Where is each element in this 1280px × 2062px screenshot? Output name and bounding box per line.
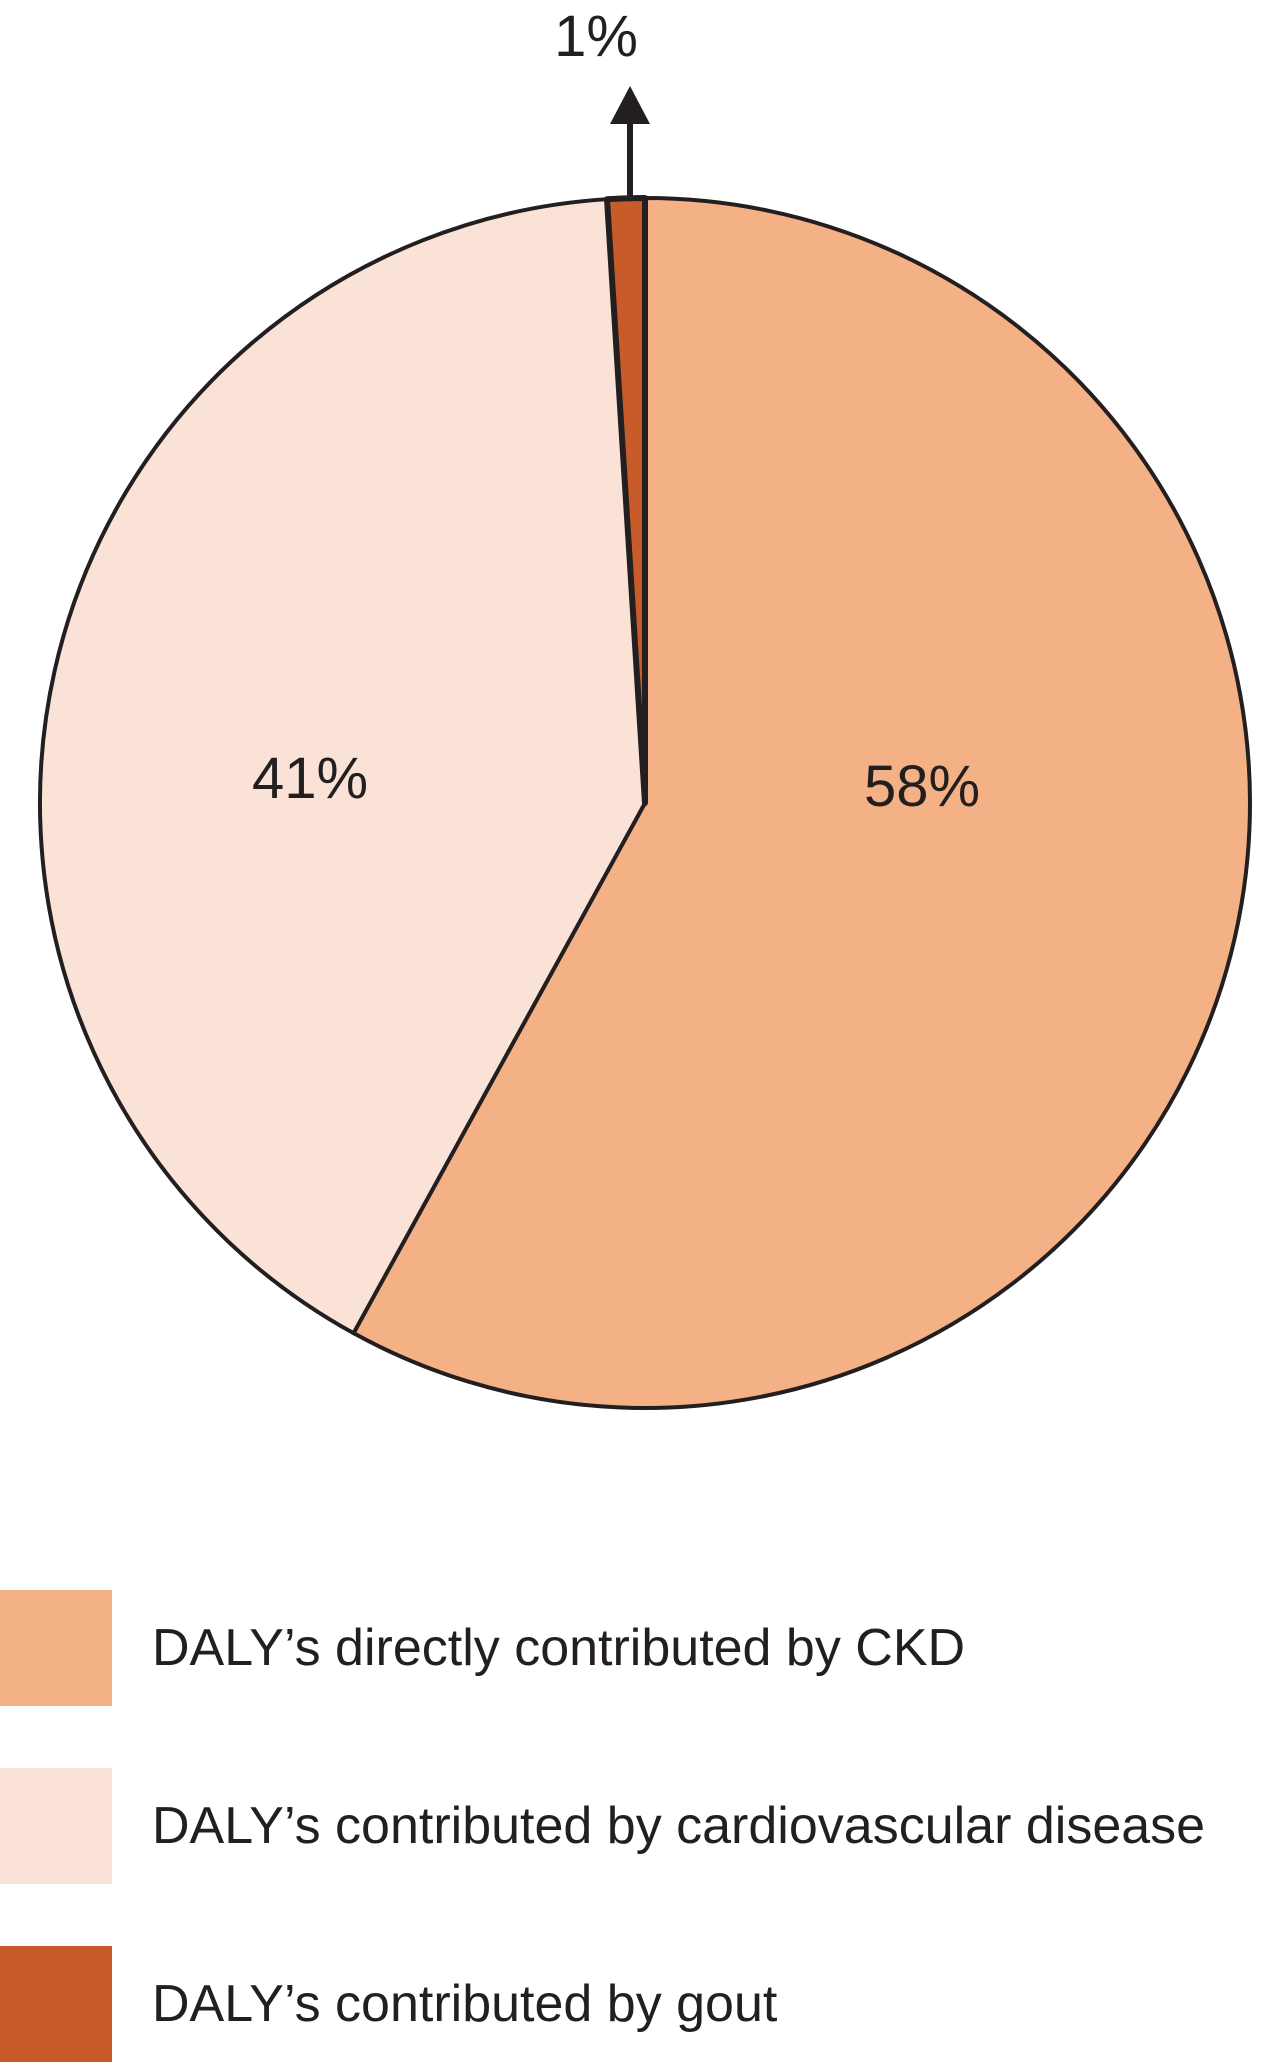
pie-slice-ckd — [351, 196, 1252, 1410]
legend-swatch-gout — [0, 1946, 112, 2062]
pie-chart: 58% 41% 1% — [37, 4, 1252, 1410]
legend-swatch-cardiovascular — [0, 1768, 112, 1884]
legend-item-ckd: DALY’s directly contributed by CKD — [0, 1590, 1280, 1706]
pie-slice-gout — [604, 194, 648, 806]
legend-label-cardiovascular: DALY’s contributed by cardiovascular dis… — [152, 1797, 1206, 1855]
slice-label-cardiovascular: 41% — [252, 746, 368, 811]
legend-label-ckd: DALY’s directly contributed by CKD — [152, 1619, 966, 1677]
slice-label-ckd: 58% — [864, 754, 980, 819]
pie-percent-labels: 58% 41% 1% — [252, 4, 980, 819]
slice-label-gout: 1% — [554, 4, 638, 69]
legend-item-gout: DALY’s contributed by gout — [0, 1946, 1280, 2062]
callout-arrow-head — [610, 86, 650, 124]
pie-slices — [37, 194, 1252, 1410]
legend-swatch-ckd — [0, 1590, 112, 1706]
legend-label-gout: DALY’s contributed by gout — [152, 1975, 778, 2033]
pie-slice-cardiovascular — [37, 197, 647, 1336]
small-slice-annotation — [610, 86, 650, 198]
legend-item-cardiovascular: DALY’s contributed by cardiovascular dis… — [0, 1768, 1280, 1884]
